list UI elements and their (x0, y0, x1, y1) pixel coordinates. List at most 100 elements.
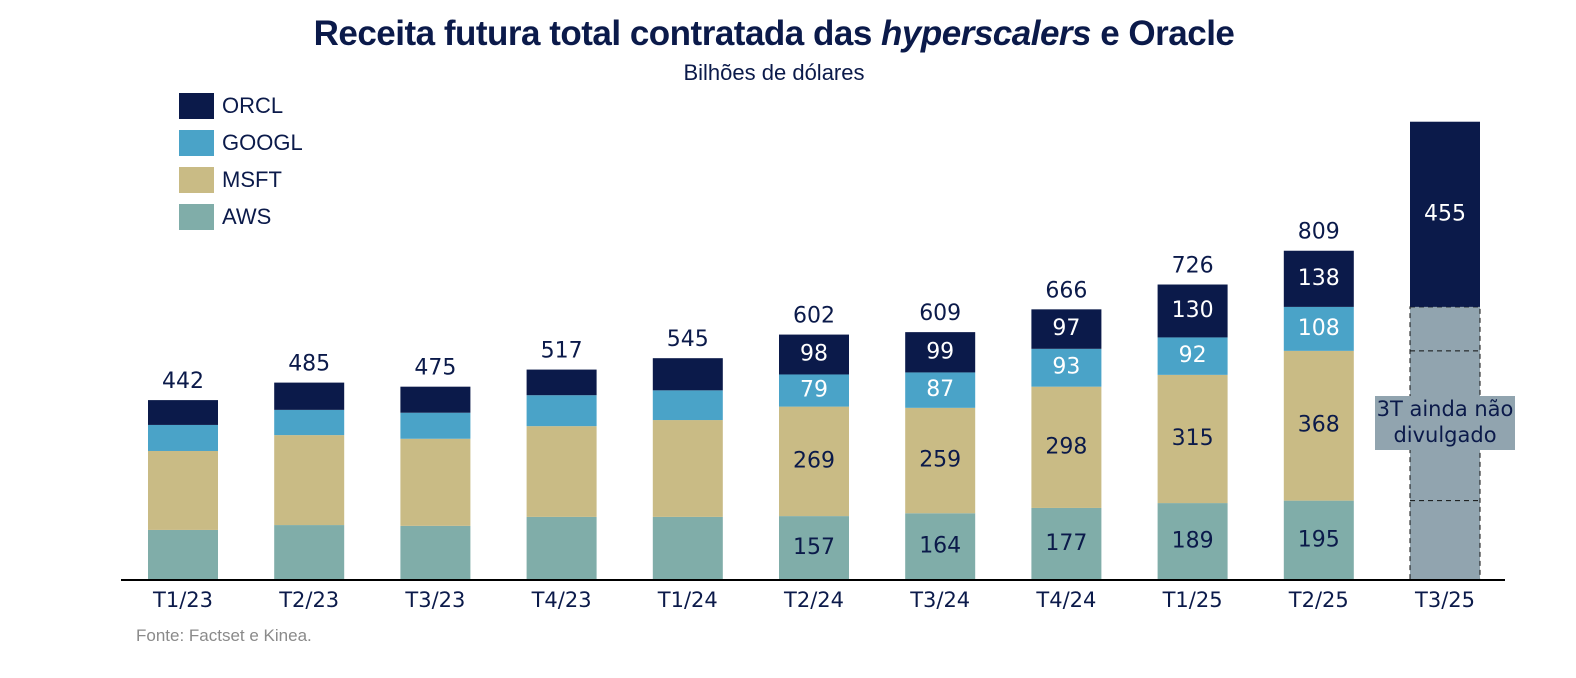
bar-segment-orcl (779, 334, 849, 375)
x-tick-label: T3/25 (1414, 588, 1475, 612)
legend-swatch-googl (179, 129, 214, 156)
total-label: 809 (1298, 220, 1340, 245)
x-tick-label: T1/24 (657, 588, 718, 612)
bar-segment-aws (1157, 503, 1228, 580)
bar-segment-msft (905, 407, 976, 514)
chart-subtitle: Bilhões de dólares (683, 60, 865, 85)
x-tick-label: T3/23 (404, 588, 465, 612)
bar-segment-googl (779, 374, 849, 407)
legend-item-msft: MSFT (179, 161, 303, 198)
bar-segment-orcl (148, 400, 218, 425)
segment-label-msft: 298 (1045, 434, 1087, 459)
source-footnote: Fonte: Factset e Kinea. (136, 626, 312, 645)
segment-label-aws: 189 (1172, 529, 1214, 554)
segment-label-googl: 79 (800, 378, 828, 403)
segment-label-aws: 157 (793, 535, 835, 560)
bar-segment-aws (526, 516, 597, 580)
placeholder-note-box (1375, 396, 1515, 450)
bar-segment-orcl (905, 332, 976, 373)
bar-segment-googl (274, 409, 345, 436)
bar-segment-msft (274, 435, 345, 526)
x-tick-label: T2/23 (278, 588, 339, 612)
legend-item-googl: GOOGL (179, 124, 303, 161)
bar-segment-msft (652, 420, 723, 517)
segment-label-googl: 93 (1052, 355, 1080, 380)
segment-label-orcl: 98 (800, 342, 828, 367)
segment-label-msft: 259 (919, 448, 961, 473)
bar-segment-orcl (1410, 121, 1480, 307)
x-tick-label: T4/24 (1035, 588, 1096, 612)
segment-label-orcl: 455 (1424, 201, 1466, 226)
bar-segment-aws (274, 525, 345, 580)
bar-segment-googl (1031, 348, 1102, 387)
total-label: 726 (1172, 254, 1214, 279)
segment-label-orcl: 130 (1172, 298, 1214, 323)
segment-label-orcl: 97 (1052, 316, 1080, 341)
legend-item-aws: AWS (179, 198, 303, 235)
bar-segment-msft (1283, 350, 1354, 501)
x-tick-label: T1/23 (152, 588, 213, 612)
chart-title: Receita futura total contratada das hype… (0, 14, 1548, 54)
legend-swatch-orcl (179, 92, 214, 119)
bar-segment-aws (148, 529, 218, 580)
bar-segment-orcl (400, 386, 471, 413)
segment-label-aws: 164 (919, 534, 961, 559)
bar-segment-orcl (274, 382, 345, 410)
legend-label-orcl: ORCL (222, 92, 284, 118)
segment-label-msft: 315 (1172, 426, 1214, 451)
total-label: 602 (793, 304, 835, 329)
placeholder-note-line2: divulgado (1393, 423, 1496, 447)
bar-segment-msft (1157, 374, 1228, 504)
legend-item-orcl: ORCL (179, 87, 303, 124)
bar-segment-aws (1283, 500, 1354, 580)
segment-label-orcl: 138 (1298, 266, 1340, 291)
bar-segment-aws (1031, 507, 1102, 580)
legend-swatch-msft (179, 166, 214, 193)
bar-segment-googl (1283, 306, 1354, 351)
bar-segment-googl (905, 372, 976, 408)
segment-label-orcl: 99 (926, 339, 954, 364)
bar-segment-orcl (1283, 250, 1354, 307)
x-tick-label: T1/25 (1162, 588, 1223, 612)
bar-segment-msft (779, 406, 849, 517)
bar-segment-googl (526, 395, 597, 427)
x-tick-label: T2/25 (1288, 588, 1349, 612)
segment-label-msft: 368 (1298, 413, 1340, 438)
x-tick-label: T4/23 (531, 588, 592, 612)
bar-segment-msft (400, 438, 471, 526)
bar-segment-msft (148, 450, 218, 530)
total-label: 609 (919, 301, 961, 326)
legend-swatch-aws (179, 203, 214, 230)
title-end-text: e Oracle (1091, 14, 1235, 53)
bar-segment-googl (652, 390, 723, 421)
legend-label-msft: MSFT (222, 166, 282, 192)
total-label: 545 (667, 327, 709, 352)
segment-label-aws: 195 (1298, 527, 1340, 552)
bar-segment-aws (652, 516, 723, 580)
bar-segment-orcl (1031, 309, 1102, 349)
bar-segment-orcl (1157, 284, 1228, 338)
x-tick-label: T3/24 (909, 588, 970, 612)
title-text: Receita futura total contratada das (313, 14, 882, 53)
legend: ORCL GOOGL MSFT AWS (179, 87, 303, 235)
segment-label-googl: 108 (1298, 316, 1340, 341)
segment-label-msft: 269 (793, 448, 835, 473)
bar-segment-msft (526, 426, 597, 517)
total-label: 442 (162, 369, 204, 394)
x-tick-label: T2/24 (783, 588, 844, 612)
bar-segment-msft (1031, 386, 1102, 508)
total-label: 666 (1045, 278, 1087, 303)
total-label: 517 (541, 339, 583, 364)
bar-segment-orcl (652, 358, 723, 391)
bar-segment-googl (1157, 337, 1228, 375)
legend-label-googl: GOOGL (222, 129, 303, 155)
bar-segment-googl (148, 424, 218, 451)
placeholder-note-line1: 3T ainda não (1377, 397, 1514, 421)
total-label: 475 (414, 356, 456, 381)
legend-label-aws: AWS (222, 203, 272, 229)
bar-segment-aws (905, 513, 976, 580)
bar-segment-orcl (526, 369, 597, 396)
title-italic-text: hyperscalers (881, 14, 1091, 53)
bar-segment-aws (400, 525, 471, 580)
